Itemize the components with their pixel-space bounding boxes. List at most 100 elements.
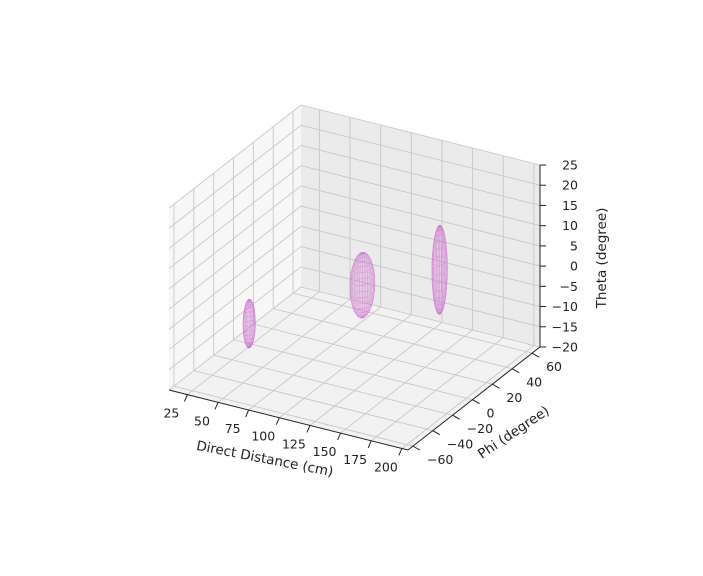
ellipsoid-facet	[350, 300, 354, 308]
ellipsoid-facet	[440, 309, 443, 314]
ellipsoid-facet	[254, 309, 256, 315]
ellipsoid-facet	[435, 291, 438, 300]
ellipsoid-facet	[364, 278, 369, 286]
ellipsoid-facet	[355, 256, 359, 262]
ellipsoid-facet	[363, 253, 367, 257]
ellipsoid-facet	[439, 297, 442, 305]
ellipsoid-facet	[245, 311, 247, 318]
ellipsoid-facet	[250, 320, 253, 326]
ellipsoid-facet	[364, 252, 369, 256]
y-tick	[452, 414, 460, 420]
ellipsoid-facet	[247, 298, 250, 301]
ellipsoid-facet	[250, 330, 253, 336]
ellipsoid-facet	[356, 267, 361, 275]
ellipsoid-facet	[248, 300, 250, 303]
ellipsoid-facet	[355, 314, 359, 318]
ellipsoid-facet	[246, 329, 249, 336]
ellipsoid-facet	[246, 344, 249, 348]
ellipsoid-facet	[354, 260, 358, 267]
ellipsoid-facet	[246, 299, 249, 303]
ellipsoid-facet	[444, 294, 447, 302]
ellipsoid-facet	[254, 311, 256, 319]
ellipsoid-facet	[431, 262, 433, 274]
ellipsoid-facet	[244, 341, 247, 346]
ellipsoid-facet	[362, 271, 366, 279]
x-tick	[367, 440, 372, 448]
ellipsoid-facet	[349, 291, 352, 300]
ellipsoid-facet	[357, 257, 361, 264]
ellipsoid-facet	[437, 226, 440, 232]
ellipsoid-facet	[362, 251, 365, 253]
ellipsoid-facet	[250, 321, 253, 327]
ellipsoid-facet	[362, 315, 364, 318]
ellipsoid-facet	[356, 285, 360, 293]
ellipsoid-facet	[349, 274, 352, 283]
x-axis-line	[168, 389, 409, 451]
ellipsoid-facet	[351, 302, 354, 311]
ellipsoid-facet	[439, 312, 441, 315]
ellipsoid-facet	[441, 230, 444, 236]
ellipsoid-facet	[364, 313, 368, 318]
ellipsoid-facet	[434, 248, 438, 257]
ellipsoid-facet	[251, 337, 254, 343]
ellipsoid-facet	[242, 315, 244, 321]
ellipsoid-facet	[442, 241, 445, 250]
ellipsoid-facet	[250, 316, 253, 322]
ellipsoid-facet	[443, 279, 446, 290]
ellipsoid-facet	[433, 296, 436, 305]
ellipsoid-facet	[441, 307, 444, 313]
ellipsoid-facet	[359, 252, 362, 256]
ellipsoid-facet	[250, 299, 252, 302]
ellipsoid-facet	[432, 244, 434, 254]
ellipsoid-facet	[250, 341, 253, 346]
ellipsoid-facet	[246, 339, 249, 344]
ellipsoid-facet	[366, 261, 370, 268]
ellipsoid-facet	[354, 255, 359, 261]
ellipsoid-facet	[362, 252, 365, 255]
ellipsoid-facet	[363, 251, 366, 254]
ellipsoid-facet	[250, 343, 253, 348]
ellipsoid-facet	[355, 312, 358, 317]
ellipsoid-facet	[246, 335, 249, 341]
ellipsoid-facet	[442, 298, 445, 306]
ellipsoid-facet	[434, 273, 437, 283]
ellipsoid-facet	[372, 295, 375, 303]
ellipsoid-facet	[244, 308, 247, 313]
ellipsoid-facet	[352, 259, 356, 267]
ellipsoid-facet	[250, 344, 252, 348]
ellipsoid-facet	[250, 334, 252, 340]
ellipsoid-facet	[243, 330, 245, 336]
ellipsoid-facet	[247, 346, 250, 349]
ellipsoid-facet	[362, 316, 365, 318]
ellipsoid-facet	[249, 346, 251, 349]
ellipsoid-facet	[443, 241, 446, 250]
ellipsoid-facet	[435, 229, 438, 236]
ellipsoid-facet	[248, 341, 250, 346]
ellipsoid-facet	[253, 332, 256, 338]
ellipsoid-facet	[436, 308, 439, 313]
ellipsoid-facet	[354, 256, 358, 262]
ellipsoid-facet	[352, 290, 355, 298]
ellipsoid-facet	[434, 231, 437, 239]
ellipsoid-facet	[363, 312, 366, 316]
ellipsoid-facet	[432, 259, 434, 270]
ellipsoid-facet	[246, 307, 249, 313]
ellipsoid-facet	[436, 310, 439, 315]
ellipsoid-facet	[366, 309, 370, 315]
ellipsoid-facet	[438, 225, 440, 228]
grid-line-x-floor	[401, 345, 535, 449]
ellipsoid-facet	[247, 299, 250, 301]
ellipsoid-facet	[442, 298, 445, 306]
z-tick-label: 25	[562, 158, 578, 173]
ellipsoid-facet	[364, 306, 368, 313]
ellipsoid-facet	[364, 308, 368, 313]
ellipsoid-facet	[355, 255, 358, 260]
ellipsoid-facet	[247, 300, 250, 303]
ellipsoid-facet	[354, 267, 358, 276]
ellipsoid-facet	[249, 301, 251, 306]
ellipsoid-facet	[251, 301, 254, 306]
ellipsoid-facet	[436, 265, 439, 276]
ellipsoid-facet	[436, 311, 439, 315]
ellipsoid-facet	[247, 307, 250, 312]
ellipsoid-facet	[439, 281, 442, 291]
